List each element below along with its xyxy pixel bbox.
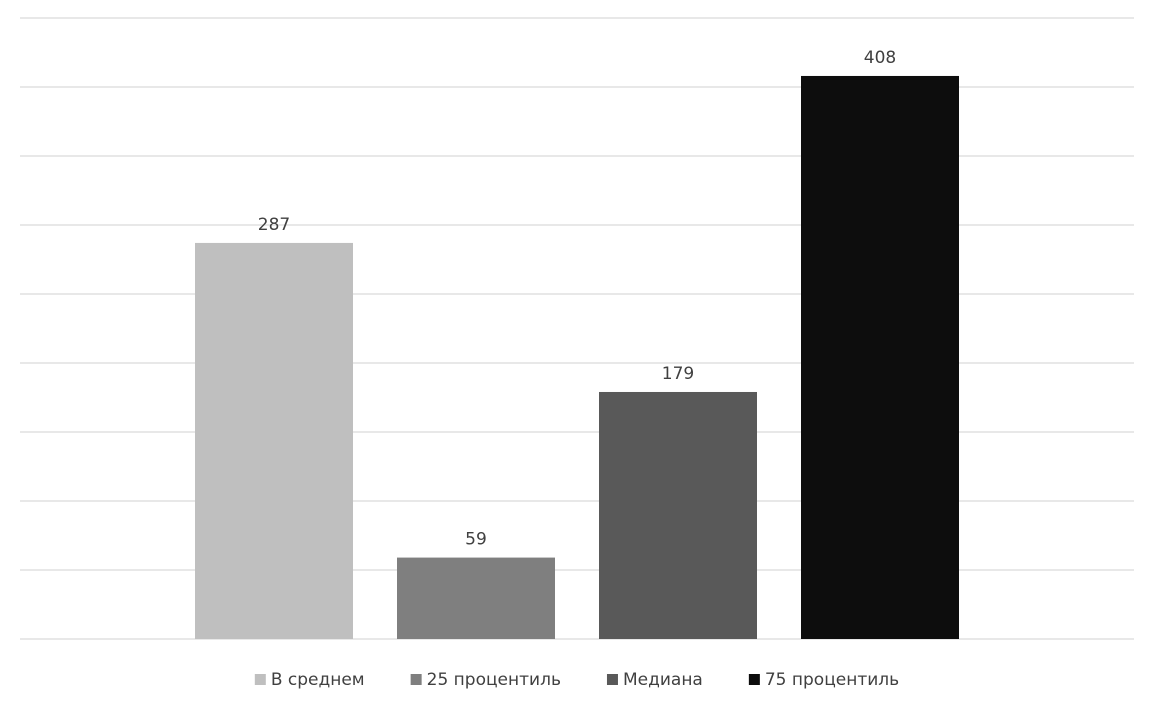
bar <box>195 242 353 639</box>
data-label: 287 <box>258 215 290 235</box>
data-label: 179 <box>662 364 694 384</box>
bar <box>801 75 959 639</box>
legend-label: Медиана <box>623 670 703 690</box>
bar <box>599 391 757 639</box>
bar <box>397 557 555 639</box>
legend-swatch <box>606 674 618 685</box>
legend-label: 75 процентиль <box>765 670 899 690</box>
legend-label: В среднем <box>271 670 365 690</box>
legend-swatch <box>254 674 266 685</box>
data-label: 59 <box>465 530 487 550</box>
data-label: 408 <box>864 48 896 68</box>
legend-swatch <box>410 674 422 685</box>
legend-swatch <box>748 674 760 685</box>
legend-label: 25 процентиль <box>427 670 561 690</box>
